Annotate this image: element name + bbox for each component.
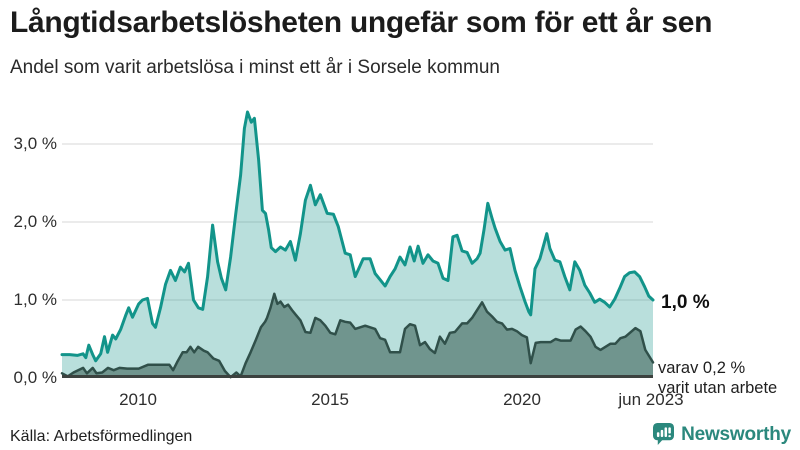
newsworthy-logo-icon xyxy=(653,423,675,445)
newsworthy-logo: Newsworthy xyxy=(653,423,791,446)
y-axis-tick-label: 2,0 % xyxy=(13,212,57,231)
page-subtitle: Andel som varit arbetslösa i minst ett å… xyxy=(10,57,500,78)
x-axis-tick-label: 2010 xyxy=(119,390,157,409)
sub-series-annotation-line1: varav 0,2 % xyxy=(658,359,746,377)
page-title: Långtidsarbetslösheten ungefär som för e… xyxy=(10,6,713,39)
brand-name: Newsworthy xyxy=(681,423,791,445)
source-note: Källa: Arbetsförmedlingen xyxy=(10,428,193,445)
x-axis-tick-label: 2020 xyxy=(503,390,541,409)
x-axis-tick-label: jun 2023 xyxy=(618,390,684,409)
end-value-label: 1,0 % xyxy=(661,292,710,313)
y-axis-tick-label: 1,0 % xyxy=(13,290,57,309)
sub-series-annotation-line2: varit utan arbete xyxy=(658,378,778,395)
sub-series-annotation: varav 0,2 % varit utan arbete xyxy=(658,359,777,394)
y-axis-tick-label: 3,0 % xyxy=(13,134,57,153)
y-axis-tick-label: 0,0 % xyxy=(13,368,57,387)
x-axis-tick-label: 2015 xyxy=(311,390,349,409)
